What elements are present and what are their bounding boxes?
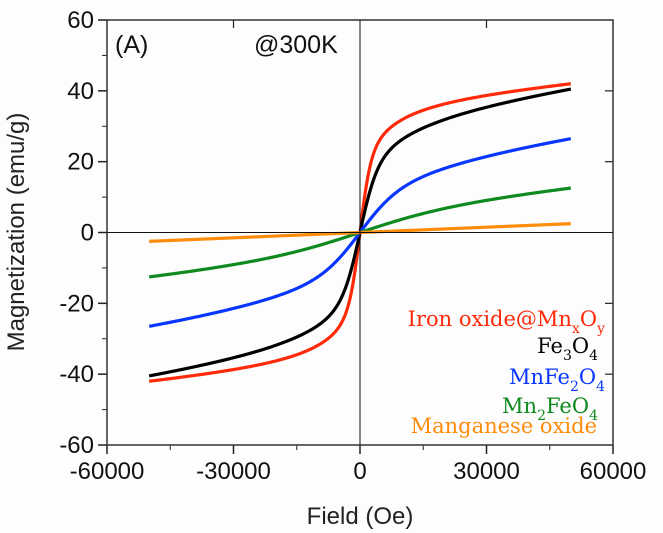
y-axis-title: Magnetization (emu/g) (3, 113, 30, 352)
legend-entry: Manganese oxide (411, 414, 597, 438)
legend-entry: Fe3O4 (537, 334, 598, 364)
ticks-layer: -60000 -30000 0 30000 60000 -60 -40 -20 0 20 40 60 (59, 7, 646, 485)
legend-entry: Mn2FeO4 (502, 394, 598, 424)
x-tick-label: 30000 (453, 458, 520, 485)
panel-label: (A) (115, 31, 148, 59)
legend: Iron oxide@MnxOyFe3O4MnFe2O4Mn2FeO4Manga… (408, 307, 605, 438)
x-tick-label: -60000 (70, 458, 145, 485)
y-tick-label: -60 (59, 432, 94, 459)
y-tick-label: -40 (59, 361, 94, 388)
y-tick-label: 0 (81, 220, 94, 247)
x-tick-label: 60000 (580, 458, 647, 485)
legend-entry: MnFe2O4 (509, 365, 605, 395)
y-tick-label: 60 (67, 7, 94, 34)
y-tick-label: 40 (67, 78, 94, 105)
temperature-annotation: @300K (254, 31, 338, 59)
x-axis-title: Field (Oe) (307, 503, 414, 530)
x-tick-label: -30000 (196, 458, 271, 485)
y-tick-label: 20 (67, 149, 94, 176)
x-tick-label: 0 (353, 458, 366, 485)
y-tick-label: -20 (59, 290, 94, 317)
legend-entry: Iron oxide@MnxOy (408, 307, 605, 337)
